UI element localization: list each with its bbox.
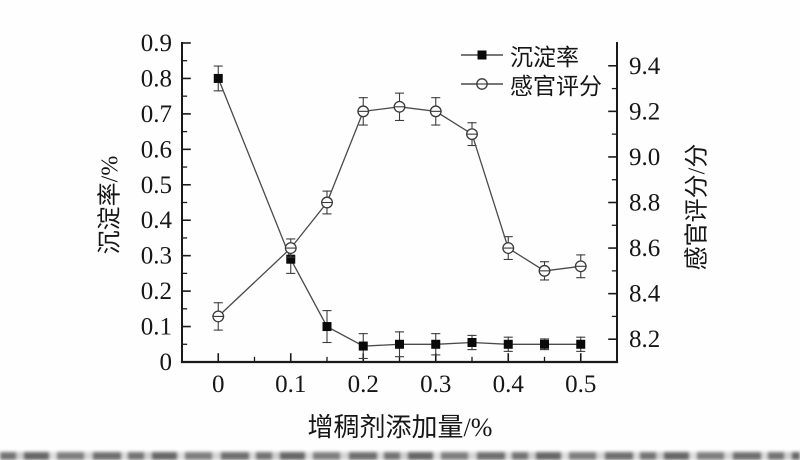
svg-text:9.0: 9.0 [629, 144, 660, 171]
legend-label: 感官评分 [510, 73, 602, 99]
svg-text:8.4: 8.4 [629, 281, 661, 308]
legend-item-sensory-score: 感官评分 [461, 69, 602, 99]
svg-text:0.2: 0.2 [348, 371, 379, 398]
svg-text:9.4: 9.4 [629, 53, 661, 80]
scan-artifact-strip [0, 452, 800, 460]
svg-text:0.1: 0.1 [141, 314, 172, 341]
svg-text:0.3: 0.3 [141, 243, 172, 270]
svg-text:0.2: 0.2 [141, 278, 172, 305]
y-axis-title-left: 沉淀率/% [97, 155, 124, 255]
filled-square-marker-icon [461, 50, 503, 59]
svg-text:8.8: 8.8 [629, 190, 660, 217]
x-axis-title: 增稠剂添加量/% [307, 413, 493, 442]
svg-text:0.4: 0.4 [141, 207, 173, 234]
svg-text:0.5: 0.5 [565, 371, 596, 398]
legend-label: 沉淀率 [510, 44, 579, 70]
legend-item-precipitation-rate: 沉淀率 [461, 40, 602, 70]
svg-text:9.2: 9.2 [629, 98, 660, 125]
legend: 沉淀率 感官评分 [461, 40, 602, 99]
svg-text:8.2: 8.2 [629, 326, 660, 353]
svg-text:0.4: 0.4 [493, 371, 525, 398]
svg-text:0.1: 0.1 [275, 371, 306, 398]
svg-text:0.6: 0.6 [141, 136, 172, 163]
svg-text:0: 0 [160, 349, 173, 376]
y-axis-title-right: 感官评分/分 [684, 143, 711, 271]
svg-text:0.9: 0.9 [141, 30, 172, 57]
open-circle-marker-icon [461, 77, 503, 90]
svg-text:0: 0 [212, 371, 225, 398]
svg-text:0.7: 0.7 [141, 101, 172, 128]
svg-text:0.3: 0.3 [420, 371, 451, 398]
svg-text:8.6: 8.6 [629, 235, 660, 262]
svg-text:0.8: 0.8 [141, 65, 172, 92]
svg-text:0.5: 0.5 [141, 172, 172, 199]
